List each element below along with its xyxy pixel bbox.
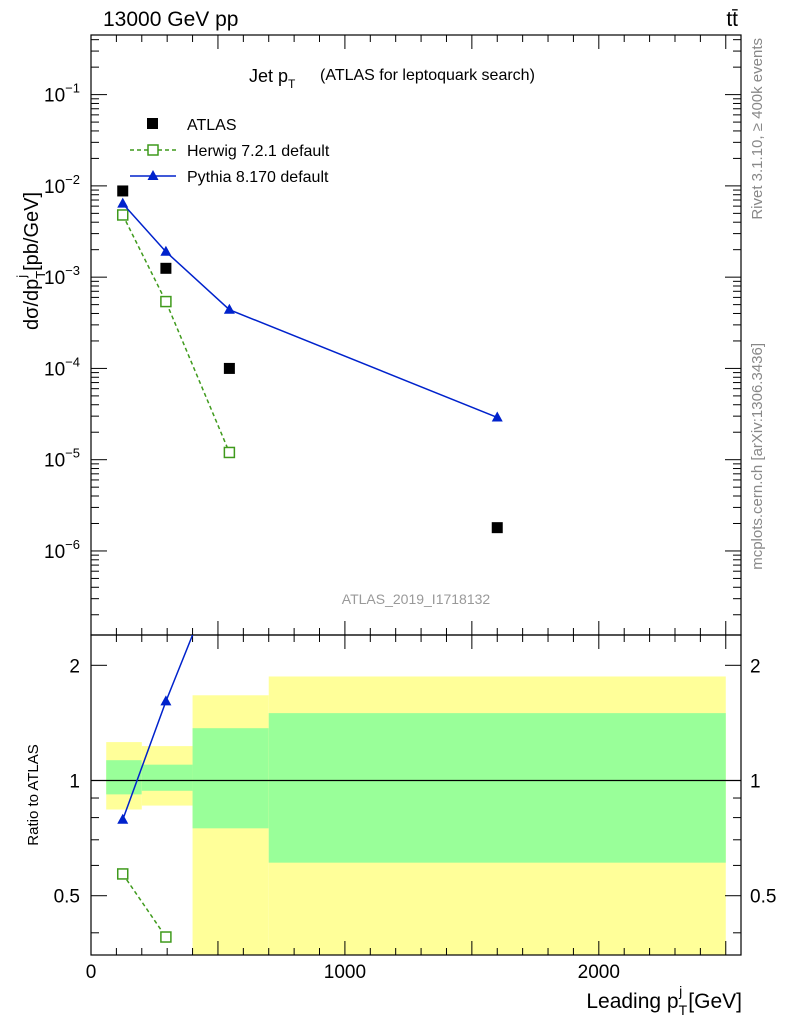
herwig-point	[223, 446, 236, 459]
ratio-band-green	[192, 728, 269, 829]
ratio-pythia-point	[160, 695, 172, 706]
legend-pythia-marker	[147, 170, 159, 180]
pythia-point	[160, 245, 172, 256]
ratio-herwig-point	[116, 868, 129, 880]
legend-atlas-label: ATLAS	[187, 117, 237, 134]
mcplots-label: mcplots.cern.ch [arXiv:1306.3436]	[749, 343, 766, 570]
legend: ATLAS Herwig 7.2.1 default Pythia 8.170 …	[130, 117, 330, 186]
ratio-herwig-point	[160, 931, 172, 943]
main-title-text: Jet p	[249, 66, 288, 86]
legend-herwig-label: Herwig 7.2.1 default	[187, 143, 330, 160]
rivet-label: Rivet 3.1.10, ≥ 400k events	[749, 38, 766, 220]
collision-label: 13000 GeV pp	[103, 8, 238, 31]
y-tick-label: 10−3	[44, 263, 80, 289]
main-title: Jet pT (ATLAS for leptoquark search)	[249, 66, 535, 91]
atlas-point	[223, 362, 235, 374]
ratio-band-green	[106, 760, 142, 795]
atlas-point	[117, 185, 129, 197]
legend-pythia-label: Pythia 8.170 default	[187, 169, 329, 186]
ratio-y-tick-label: 0.5	[54, 887, 80, 908]
atlas-point	[160, 262, 172, 274]
x-axis-label: Leading pTj [GeV]	[586, 983, 742, 1018]
y-tick-label: 10−5	[44, 446, 80, 472]
svg-text:Leading pTj[GeV]: Leading pTj [GeV]	[586, 983, 742, 1018]
svg-text:dσ/dpTj[pb/GeV]: dσ/dpTj[pb/GeV]	[14, 192, 48, 330]
ratio-band-green	[141, 764, 193, 791]
herwig-point	[116, 209, 129, 221]
atlas-point	[491, 522, 503, 534]
pythia-point	[223, 303, 235, 314]
ratio-y-tick-label: 2	[69, 656, 80, 677]
ratio-herwig-line	[122, 873, 167, 938]
x-tick-label: 0	[86, 962, 97, 983]
main-series-group	[116, 185, 503, 534]
ratio-pythia-point	[117, 813, 129, 824]
ratio-y-tick-label-right: 1	[750, 772, 761, 793]
pythia-point	[491, 411, 503, 422]
y-tick-label: 10−2	[44, 172, 80, 198]
ratio-y-tick-label: 1	[69, 772, 80, 793]
x-tick-label: 2000	[578, 962, 620, 983]
ratio-y-axis-label: Ratio to ATLAS	[25, 744, 42, 845]
main-title-subscript: T	[288, 77, 296, 91]
herwig-line	[122, 214, 231, 453]
legend-atlas-marker	[147, 118, 158, 129]
x-tick-label: 1000	[324, 962, 366, 983]
herwig-point	[160, 295, 172, 308]
analysis-watermark: ATLAS_2019_I1718132	[342, 591, 491, 607]
pythia-line	[122, 203, 498, 419]
y-tick-label: 10−6	[44, 537, 80, 563]
y-tick-label: 10−1	[44, 81, 80, 107]
ratio-series-group	[116, 635, 194, 943]
main-title-rest: (ATLAS for leptoquark search)	[320, 67, 535, 84]
y-tick-label: 10−4	[44, 354, 80, 380]
ratio-plot-frame	[90, 634, 742, 956]
ratio-band-green	[268, 713, 726, 863]
legend-herwig-marker	[147, 144, 159, 156]
main-y-axis-label: dσ/dpTj[pb/GeV]	[14, 192, 48, 330]
ratio-y-tick-label-right: 0.5	[750, 887, 776, 908]
pythia-point	[117, 197, 129, 208]
chart-elements: 0 1000 2000 10−6 10−5 10−4 10−3 10−2 10−1 0.5 0.5 1…	[44, 34, 776, 983]
process-label: tt̄	[726, 8, 738, 31]
svg-text:Jet pT: Jet pT	[249, 66, 296, 91]
ratio-y-tick-label-right: 2	[750, 656, 761, 677]
